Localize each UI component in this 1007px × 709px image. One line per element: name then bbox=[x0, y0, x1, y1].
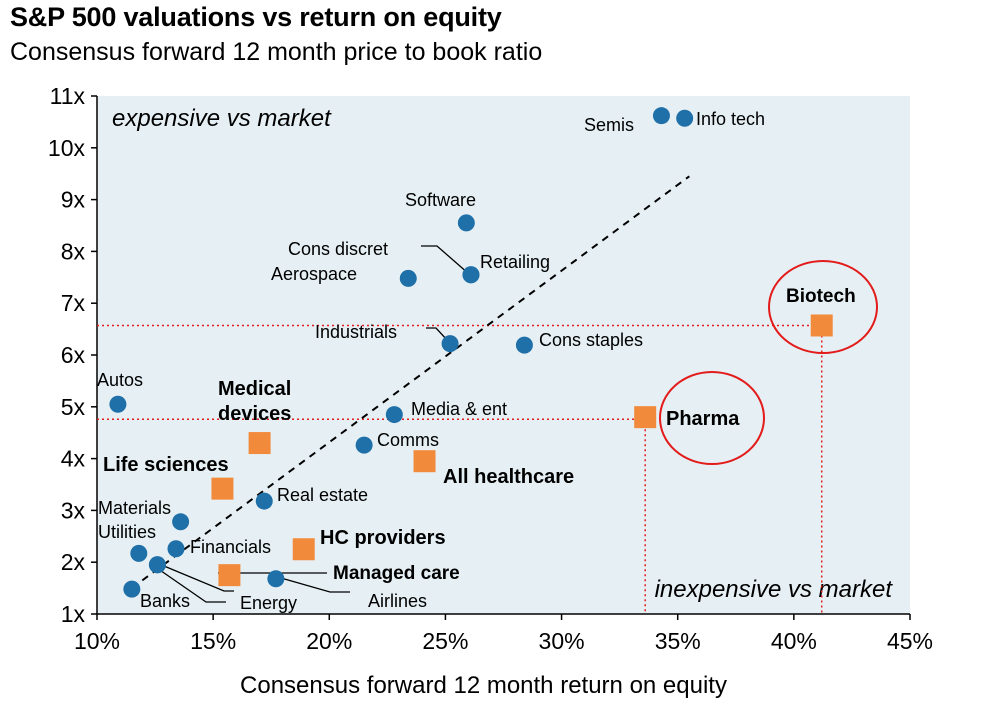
point-aerospace bbox=[399, 269, 417, 287]
label-cons-discret: Cons discret bbox=[288, 239, 388, 259]
plot-area bbox=[97, 96, 910, 614]
x-tick-label: 15% bbox=[190, 628, 236, 654]
annotation-inexpensive: inexpensive vs market bbox=[655, 576, 894, 603]
point-comms bbox=[355, 436, 373, 454]
point-real-estate bbox=[255, 492, 273, 510]
point-autos bbox=[109, 395, 127, 413]
label-pharma: Pharma bbox=[666, 408, 740, 430]
point-airlines bbox=[267, 570, 285, 588]
label-financials: Financials bbox=[190, 537, 271, 557]
point-software bbox=[457, 214, 475, 232]
point-pharma bbox=[634, 406, 657, 429]
label-hc-providers: HC providers bbox=[320, 527, 446, 549]
point-materials bbox=[172, 513, 190, 531]
label-medical-devices-line2: devices bbox=[218, 403, 291, 425]
point-semis bbox=[652, 107, 670, 125]
point-all-healthcare bbox=[413, 450, 436, 473]
y-tick-label: 9x bbox=[61, 187, 86, 213]
label-materials: Materials bbox=[98, 498, 171, 518]
label-cons-staples: Cons staples bbox=[539, 330, 643, 350]
y-tick-label: 2x bbox=[61, 549, 86, 575]
label-utilities: Utilities bbox=[98, 522, 156, 542]
y-tick-label: 4x bbox=[61, 446, 86, 472]
annotation-expensive: expensive vs market bbox=[112, 105, 332, 132]
label-autos: Autos bbox=[97, 370, 143, 390]
label-biotech: Biotech bbox=[786, 286, 856, 307]
point-life-sciences bbox=[211, 477, 234, 500]
label-managed-care: Managed care bbox=[333, 563, 460, 584]
label-semis: Semis bbox=[584, 115, 634, 135]
x-tick-label: 35% bbox=[655, 628, 701, 654]
y-tick-label: 1x bbox=[61, 601, 86, 627]
chart-title: S&P 500 valuations vs return on equity bbox=[10, 2, 502, 32]
point-medical-devices bbox=[248, 432, 271, 455]
label-media-ent: Media & ent bbox=[411, 399, 507, 419]
leader-line bbox=[153, 565, 226, 603]
label-life-sciences: Life sciences bbox=[103, 454, 229, 476]
trend-line bbox=[131, 175, 690, 589]
leader-line bbox=[421, 245, 470, 275]
point-hc-providers bbox=[292, 538, 315, 561]
label-medical-devices-line1: Medical bbox=[218, 378, 291, 400]
leader-line bbox=[426, 327, 449, 342]
y-tick-label: 6x bbox=[61, 342, 86, 368]
y-tick-label: 10x bbox=[48, 135, 86, 161]
x-tick-label: 45% bbox=[887, 628, 933, 654]
chart-subtitle: Consensus forward 12 month price to book… bbox=[10, 38, 543, 66]
label-aerospace: Aerospace bbox=[271, 264, 357, 284]
point-utilities bbox=[130, 544, 148, 562]
point-industrials bbox=[441, 335, 459, 353]
y-tick-label: 11x bbox=[50, 83, 86, 109]
x-tick-label: 10% bbox=[74, 628, 120, 654]
label-energy: Energy bbox=[240, 593, 297, 613]
point-info-tech bbox=[676, 109, 694, 127]
x-tick-label: 25% bbox=[422, 628, 468, 654]
label-industrials: Industrials bbox=[315, 322, 397, 342]
label-real-estate: Real estate bbox=[277, 485, 368, 505]
x-tick-label: 40% bbox=[771, 628, 817, 654]
pharma-highlight-circle bbox=[659, 371, 765, 465]
x-tick-label: 20% bbox=[306, 628, 352, 654]
y-tick-label: 5x bbox=[61, 394, 86, 420]
x-axis-title: Consensus forward 12 month return on equ… bbox=[240, 672, 727, 699]
label-banks: Banks bbox=[140, 591, 190, 611]
leader-line bbox=[163, 565, 234, 592]
point-media-ent bbox=[385, 406, 403, 424]
point-biotech bbox=[810, 314, 833, 337]
leader-line bbox=[280, 577, 350, 593]
y-tick-label: 3x bbox=[61, 497, 86, 523]
label-all-healthcare: All healthcare bbox=[443, 466, 574, 488]
point-baseline bbox=[123, 580, 141, 598]
label-comms: Comms bbox=[377, 430, 439, 450]
point-financials bbox=[167, 540, 185, 558]
biotech-highlight-circle bbox=[768, 260, 878, 354]
y-tick-label: 8x bbox=[61, 238, 86, 264]
point-energy bbox=[148, 556, 166, 574]
label-retailing: Retailing bbox=[480, 252, 550, 272]
x-tick-label: 30% bbox=[539, 628, 585, 654]
label-airlines: Airlines bbox=[368, 591, 427, 611]
label-info-tech: Info tech bbox=[696, 109, 765, 129]
point-managed-care bbox=[218, 564, 241, 587]
label-software: Software bbox=[405, 190, 476, 210]
point-cons-staples bbox=[515, 336, 533, 354]
point-retailing bbox=[462, 266, 480, 284]
y-tick-label: 7x bbox=[61, 290, 86, 316]
